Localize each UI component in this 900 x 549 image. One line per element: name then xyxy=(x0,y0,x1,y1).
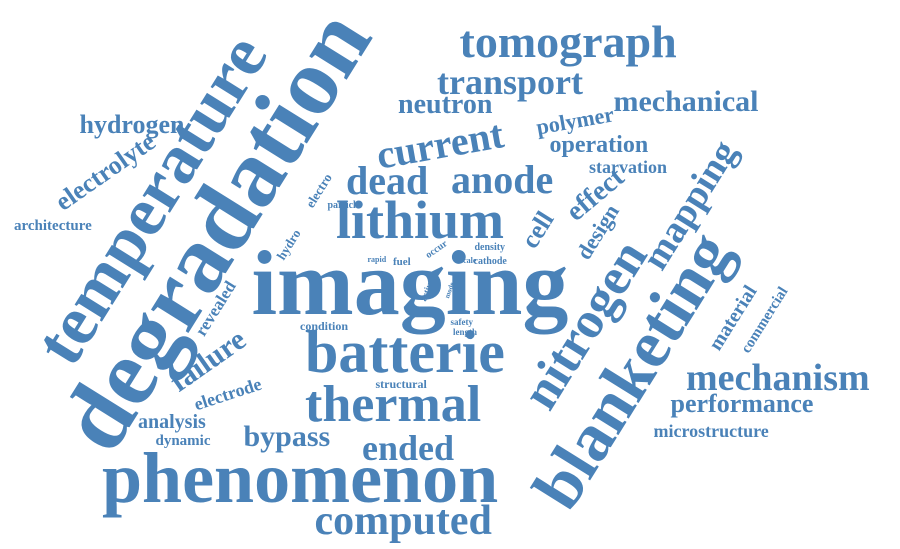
word-mechanical: mechanical xyxy=(613,85,759,118)
word-phenomenon: phenomenon xyxy=(102,438,499,518)
word-imaging: imaging xyxy=(251,232,569,334)
word-computed: computed xyxy=(314,498,492,544)
word-dynamic: dynamic xyxy=(155,432,211,449)
word-condition: condition xyxy=(300,319,349,333)
word-dead: dead xyxy=(346,158,429,203)
word-performance: performance xyxy=(670,389,814,418)
word-tomograph: tomograph xyxy=(459,16,677,67)
word-anode: anode xyxy=(451,157,554,202)
word-starvation: starvation xyxy=(589,157,667,177)
word-mechanism: mechanism xyxy=(686,357,870,399)
word-neutron: neutron xyxy=(398,89,493,120)
word-particle: particle xyxy=(327,200,361,211)
word-safety: safety xyxy=(450,316,474,327)
word-ended: ended xyxy=(362,428,455,468)
word-batterie: batterie xyxy=(305,319,505,385)
word-bypass: bypass xyxy=(243,420,331,453)
word-length: length xyxy=(453,326,478,337)
word-hydrogen: hydrogen xyxy=(79,110,185,139)
word-microstructure: microstructure xyxy=(653,421,769,441)
word-rapid: rapid xyxy=(367,255,387,264)
word-transport: transport xyxy=(437,62,583,102)
word-scale: scale xyxy=(460,256,477,265)
word-cathode: cathode xyxy=(473,256,507,267)
word-architecture: architecture xyxy=(14,217,92,234)
word-density: density xyxy=(474,242,506,253)
word-fuel: fuel xyxy=(393,255,411,268)
word-operation: operation xyxy=(549,132,649,158)
word-lithium: lithium xyxy=(336,190,505,250)
word-thermal: thermal xyxy=(305,376,482,433)
word-analysis: analysis xyxy=(138,411,206,433)
word-structural: structural xyxy=(375,377,427,391)
